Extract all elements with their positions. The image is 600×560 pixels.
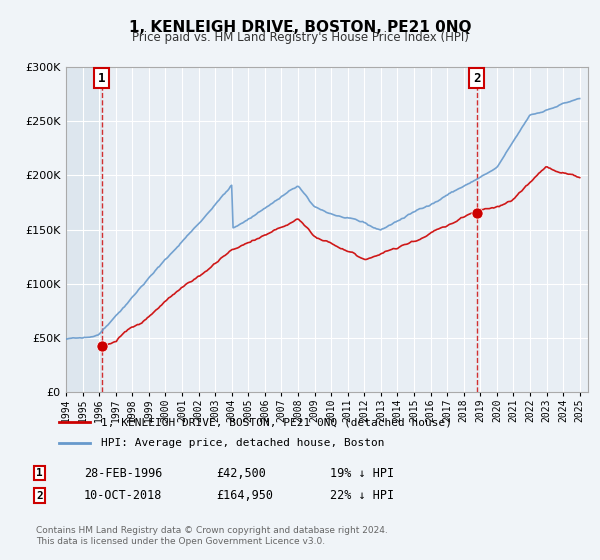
Text: £164,950: £164,950: [216, 489, 273, 502]
Text: Price paid vs. HM Land Registry's House Price Index (HPI): Price paid vs. HM Land Registry's House …: [131, 31, 469, 44]
Text: 1, KENLEIGH DRIVE, BOSTON, PE21 0NQ (detached house): 1, KENLEIGH DRIVE, BOSTON, PE21 0NQ (det…: [101, 417, 452, 427]
Text: 2: 2: [36, 491, 43, 501]
Text: 2: 2: [473, 72, 481, 85]
Text: HPI: Average price, detached house, Boston: HPI: Average price, detached house, Bost…: [101, 438, 385, 448]
Text: 22% ↓ HPI: 22% ↓ HPI: [330, 489, 394, 502]
Text: £42,500: £42,500: [216, 466, 266, 480]
Text: 10-OCT-2018: 10-OCT-2018: [84, 489, 163, 502]
Text: 1: 1: [98, 72, 106, 85]
Text: 19% ↓ HPI: 19% ↓ HPI: [330, 466, 394, 480]
Bar: [66, 67, 102, 392]
Text: 1, KENLEIGH DRIVE, BOSTON, PE21 0NQ: 1, KENLEIGH DRIVE, BOSTON, PE21 0NQ: [129, 20, 471, 35]
Text: 28-FEB-1996: 28-FEB-1996: [84, 466, 163, 480]
Bar: [66, 67, 102, 392]
Text: Contains HM Land Registry data © Crown copyright and database right 2024.
This d: Contains HM Land Registry data © Crown c…: [36, 526, 388, 546]
Text: 1: 1: [36, 468, 43, 478]
